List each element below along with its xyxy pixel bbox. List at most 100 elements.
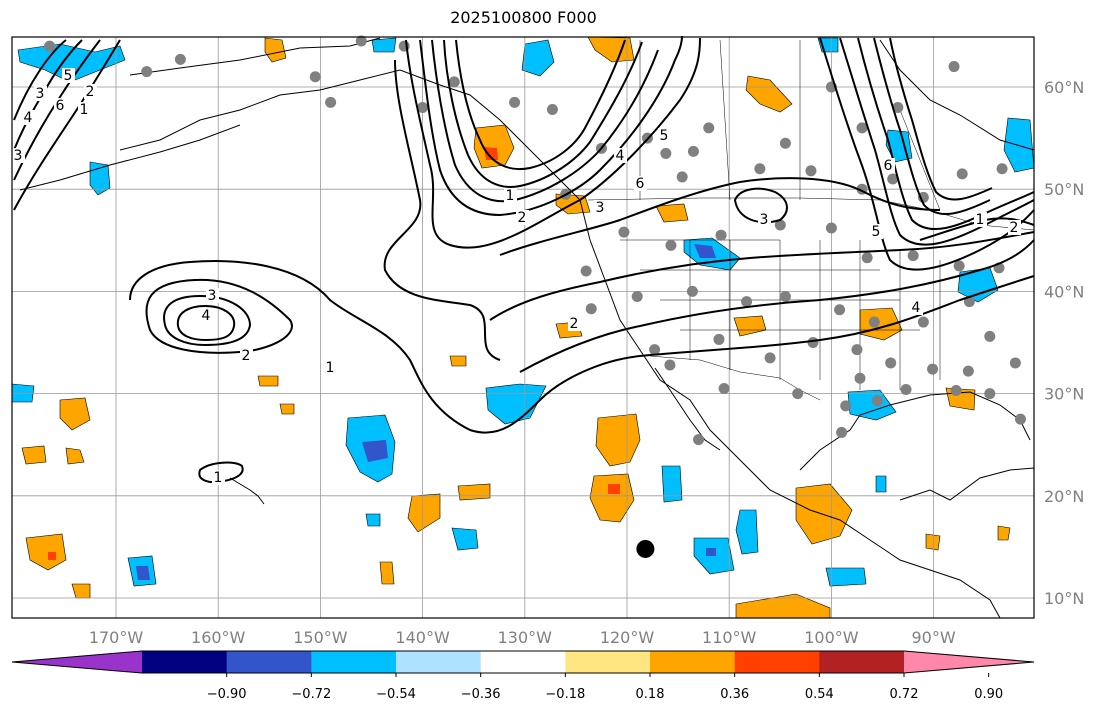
station-dot <box>174 53 186 65</box>
anomaly-blob <box>407 493 441 533</box>
station-dot <box>355 35 367 47</box>
station-dot <box>618 226 630 238</box>
contour-label: 3 <box>14 148 23 164</box>
lon-tick-label: 160°W <box>191 628 246 647</box>
contour-label-bg <box>974 212 987 227</box>
anomaly-blob <box>825 567 867 587</box>
contour-label: 4 <box>202 308 211 324</box>
anomaly-blob <box>735 509 759 555</box>
contour-label: 6 <box>636 176 645 192</box>
contour-line <box>383 59 501 361</box>
colorbar-segment <box>565 651 651 673</box>
contour-label: 1 <box>214 470 223 486</box>
anomaly-blob <box>25 533 67 571</box>
anomaly-blob <box>661 465 683 503</box>
north-america-coastline <box>119 69 1001 619</box>
station-dot <box>953 260 965 272</box>
contour-line <box>13 39 67 121</box>
map-frame <box>11 36 1035 619</box>
station-dot <box>741 296 753 308</box>
caribbean-coastline <box>899 467 1035 501</box>
contour-line <box>13 39 121 211</box>
station-dot <box>779 291 791 303</box>
anomaly-blob <box>587 36 635 63</box>
contour-label: 2 <box>242 348 251 364</box>
lon-tick-label: 150°W <box>293 628 348 647</box>
contour-label-bg <box>910 300 923 315</box>
colorbar-segment <box>142 651 228 673</box>
lon-tick-label: 90°W <box>912 628 956 647</box>
anomaly-blob <box>745 75 793 113</box>
station-dot <box>779 137 791 149</box>
contour-label-bg <box>882 158 895 173</box>
station-dot <box>665 239 677 251</box>
contour-label-bg <box>212 470 225 485</box>
lat-tick-label: 60°N <box>1044 78 1084 97</box>
anomaly-blob <box>589 473 635 523</box>
colorbar-extend-high <box>904 651 1034 673</box>
alaska-coastline <box>129 37 381 76</box>
station-dot <box>854 372 866 384</box>
contour-line <box>443 39 643 188</box>
anomaly-blob <box>17 43 126 83</box>
anomaly-blob <box>48 552 56 560</box>
station-dot <box>840 400 852 412</box>
contour-label: 3 <box>760 212 769 228</box>
colorbar-tick-label: 0.72 <box>890 687 919 702</box>
contour-label-bg <box>614 148 627 163</box>
anomaly-blob <box>795 483 853 545</box>
contour-line <box>419 35 683 217</box>
station-dot <box>807 337 819 348</box>
contour-line <box>198 461 244 484</box>
location-marker <box>636 539 655 558</box>
anomaly-blob <box>925 533 941 551</box>
contour-label: 1 <box>80 102 89 118</box>
station-dot <box>44 40 56 52</box>
anomaly-shading <box>11 36 1035 619</box>
contour-label-bg <box>1008 220 1021 235</box>
colorbar-tick-label: −0.90 <box>207 687 247 702</box>
station-dot <box>1009 357 1021 369</box>
station-dot <box>660 147 672 159</box>
aleutians <box>19 124 241 191</box>
station-dot <box>950 385 962 397</box>
chart-title: 2025100800 F000 <box>450 8 597 27</box>
anomaly-blob <box>11 383 35 403</box>
us-mexico-border <box>649 355 821 401</box>
baja-coastline <box>654 367 721 451</box>
station-dot <box>907 250 919 262</box>
contour-line <box>13 39 83 151</box>
anomaly-blob <box>451 527 479 551</box>
contour-label-bg <box>594 200 607 215</box>
contour-label-bg <box>658 128 671 143</box>
contour-label: 3 <box>36 86 45 102</box>
contour-label-bg <box>78 102 91 117</box>
station-dot <box>984 330 996 342</box>
anomaly-blob <box>21 445 47 465</box>
contour-label-bg <box>324 360 337 375</box>
contour-label: 4 <box>24 110 33 126</box>
lat-tick-label: 50°N <box>1044 180 1084 199</box>
contour-label: 5 <box>64 68 73 84</box>
anomaly-blob <box>257 375 279 387</box>
anomaly-blob <box>457 483 491 501</box>
station-dot <box>693 434 705 446</box>
contour-label-bg <box>206 288 219 303</box>
anomaly-blob <box>957 267 999 303</box>
station-dot <box>703 122 715 134</box>
station-dot <box>871 395 883 407</box>
colorbar-segment <box>226 651 312 673</box>
colorbar-tick-label: −0.54 <box>376 687 416 702</box>
anomaly-blob <box>694 244 716 258</box>
contour-line <box>405 37 701 249</box>
station-dot <box>825 222 837 234</box>
contour-label: 2 <box>518 210 527 226</box>
station-dot <box>325 96 337 108</box>
contour-label-bg <box>516 210 529 225</box>
anomaly-blob <box>997 525 1011 541</box>
colorbar-outline <box>11 650 1035 674</box>
anomaly-blob <box>484 147 498 160</box>
contour-label-bg <box>758 212 771 227</box>
contour-label: 1 <box>326 360 335 376</box>
